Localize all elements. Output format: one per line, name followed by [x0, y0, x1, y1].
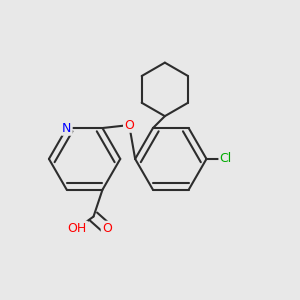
Text: Cl: Cl: [220, 152, 232, 165]
Text: OH: OH: [68, 222, 87, 235]
Text: O: O: [102, 222, 112, 235]
Text: O: O: [124, 118, 134, 132]
Text: N: N: [62, 122, 71, 134]
